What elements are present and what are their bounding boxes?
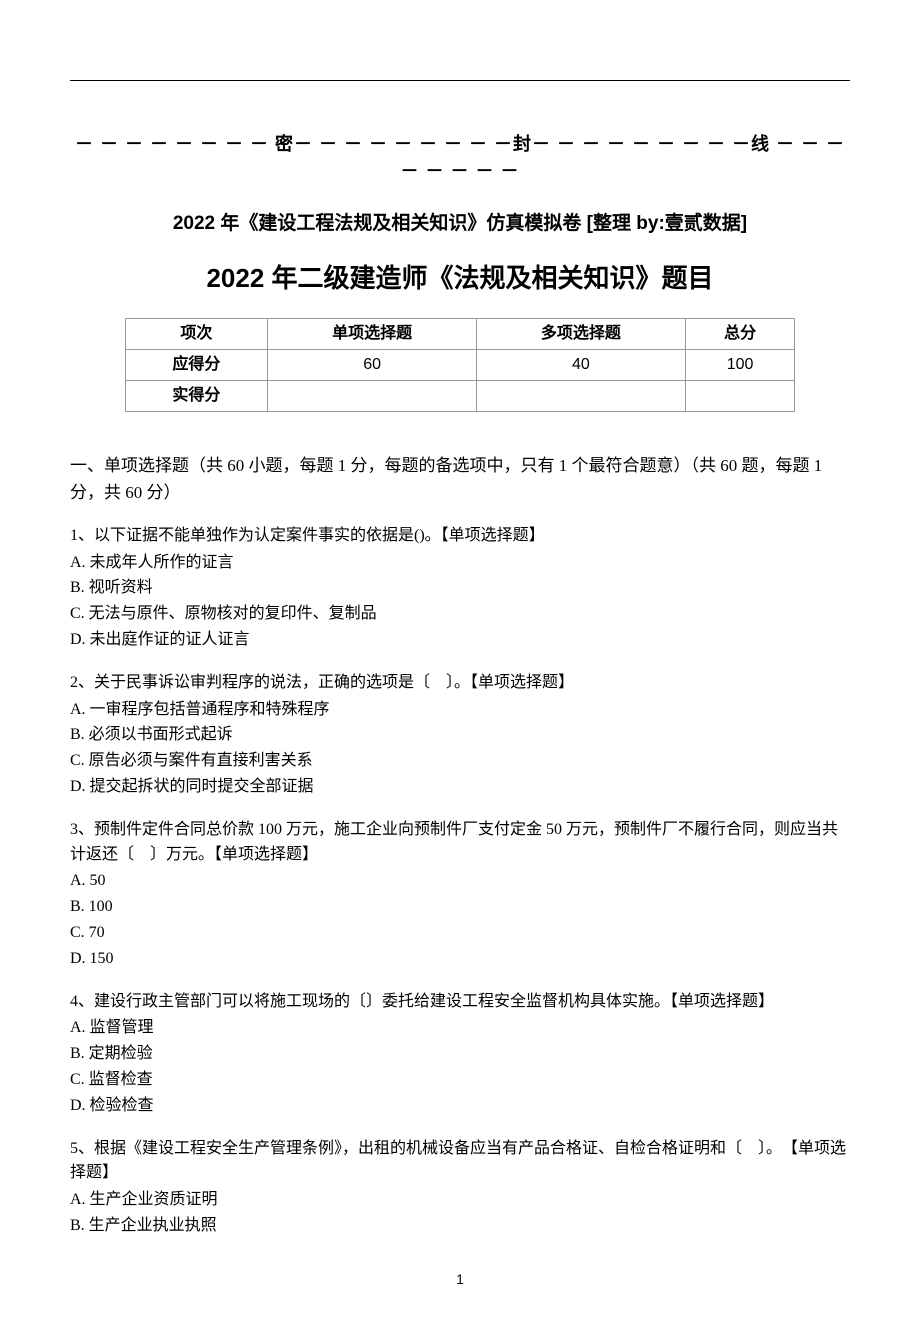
question-option: A. 50	[70, 869, 850, 894]
page-number: 1	[70, 1269, 850, 1290]
question-option: A. 未成年人所作的证言	[70, 551, 850, 576]
question-option: D. 未出庭作证的证人证言	[70, 628, 850, 653]
question-option: B. 视听资料	[70, 576, 850, 601]
score-table: 项次 单项选择题 多项选择题 总分 应得分 60 40 100 实得分	[125, 318, 796, 412]
table-cell	[685, 380, 795, 411]
question-option: B. 100	[70, 895, 850, 920]
question-option: B. 必须以书面形式起诉	[70, 723, 850, 748]
question-option: A. 监督管理	[70, 1016, 850, 1041]
table-row: 应得分 60 40 100	[125, 349, 795, 380]
question-block: 2、关于民事诉讼审判程序的说法，正确的选项是〔 〕。【单项选择题】 A. 一审程…	[70, 671, 850, 800]
question-block: 5、根据《建设工程安全生产管理条例》，出租的机械设备应当有产品合格证、自检合格证…	[70, 1137, 850, 1239]
doc-title: 2022 年二级建造师《法规及相关知识》题目	[70, 259, 850, 298]
question-option: C. 无法与原件、原物核对的复印件、复制品	[70, 602, 850, 627]
doc-subtitle: 2022 年《建设工程法规及相关知识》仿真模拟卷 [整理 by:壹贰数据]	[70, 210, 850, 239]
table-cell: 40	[477, 349, 686, 380]
question-option: D. 提交起拆状的同时提交全部证据	[70, 775, 850, 800]
question-stem: 2、关于民事诉讼审判程序的说法，正确的选项是〔 〕。【单项选择题】	[70, 671, 850, 696]
question-stem: 3、预制件定件合同总价款 100 万元，施工企业向预制件厂支付定金 50 万元，…	[70, 818, 850, 868]
question-option: C. 监督检查	[70, 1068, 850, 1093]
table-row: 实得分	[125, 380, 795, 411]
table-header: 项次	[125, 318, 268, 349]
table-cell	[477, 380, 686, 411]
question-option: C. 70	[70, 921, 850, 946]
seal-line: － － － － － － － － 密－ － － － － － － － －封－ － －…	[70, 131, 850, 185]
question-option: B. 生产企业执业执照	[70, 1214, 850, 1239]
table-cell: 60	[268, 349, 477, 380]
question-option: C. 原告必须与案件有直接利害关系	[70, 749, 850, 774]
question-stem: 1、以下证据不能单独作为认定案件事实的依据是()。【单项选择题】	[70, 524, 850, 549]
table-cell	[268, 380, 477, 411]
horizontal-rule	[70, 80, 850, 81]
table-row: 项次 单项选择题 多项选择题 总分	[125, 318, 795, 349]
question-block: 1、以下证据不能单独作为认定案件事实的依据是()。【单项选择题】 A. 未成年人…	[70, 524, 850, 653]
question-block: 4、建设行政主管部门可以将施工现场的〔〕委托给建设工程安全监督机构具体实施。【单…	[70, 990, 850, 1119]
question-option: A. 生产企业资质证明	[70, 1188, 850, 1213]
table-header: 单项选择题	[268, 318, 477, 349]
question-stem: 5、根据《建设工程安全生产管理条例》，出租的机械设备应当有产品合格证、自检合格证…	[70, 1137, 850, 1187]
question-option: D. 150	[70, 947, 850, 972]
question-stem: 4、建设行政主管部门可以将施工现场的〔〕委托给建设工程安全监督机构具体实施。【单…	[70, 990, 850, 1015]
table-cell: 实得分	[125, 380, 268, 411]
question-block: 3、预制件定件合同总价款 100 万元，施工企业向预制件厂支付定金 50 万元，…	[70, 818, 850, 972]
table-header: 多项选择题	[477, 318, 686, 349]
table-header: 总分	[685, 318, 795, 349]
question-option: B. 定期检验	[70, 1042, 850, 1067]
section-heading: 一、单项选择题（共 60 小题，每题 1 分，每题的备选项中，只有 1 个最符合…	[70, 452, 850, 506]
question-option: D. 检验检查	[70, 1094, 850, 1119]
table-cell: 应得分	[125, 349, 268, 380]
question-option: A. 一审程序包括普通程序和特殊程序	[70, 698, 850, 723]
table-cell: 100	[685, 349, 795, 380]
